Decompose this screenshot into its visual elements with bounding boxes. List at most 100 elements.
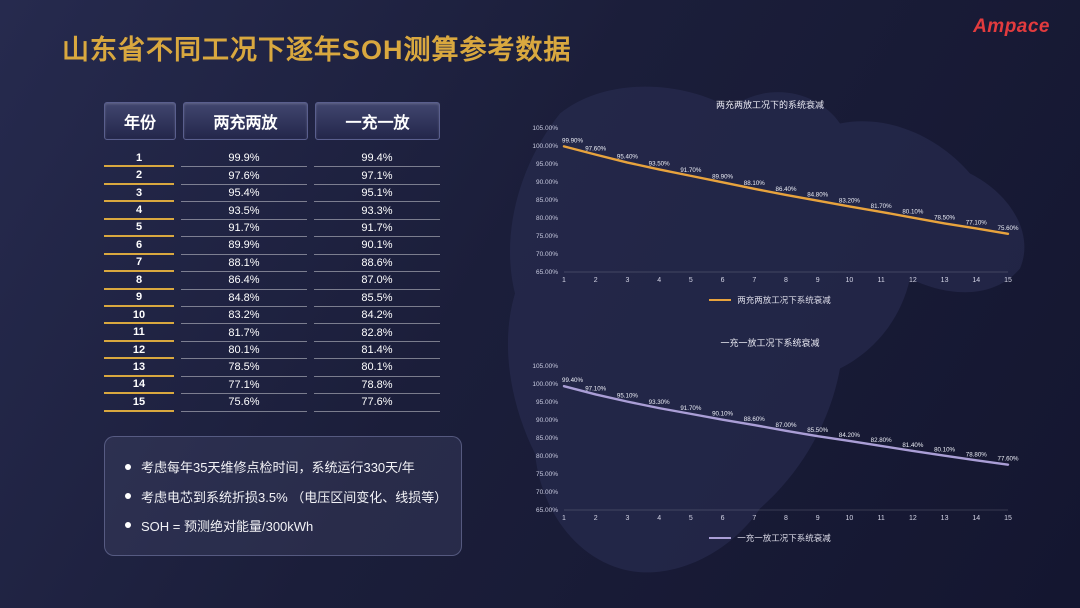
two-charge-cell: 78.5% (181, 359, 307, 377)
svg-text:90.10%: 90.10% (712, 411, 733, 418)
one-charge-cell: 93.3% (314, 202, 440, 220)
svg-text:77.10%: 77.10% (966, 219, 987, 226)
header-year: 年份 (104, 102, 176, 140)
bullet-dot-icon (125, 463, 131, 470)
table-row: 2 97.6% 97.1% (104, 167, 440, 185)
year-cell: 8 (104, 272, 174, 290)
svg-text:15: 15 (1004, 515, 1012, 522)
one-charge-cell: 82.8% (314, 324, 440, 342)
svg-text:93.50%: 93.50% (649, 160, 670, 167)
svg-text:10: 10 (846, 515, 854, 522)
table-row: 12 80.1% 81.4% (104, 342, 440, 360)
one-charge-cell: 81.4% (314, 342, 440, 360)
table-row: 11 81.7% 82.8% (104, 324, 440, 342)
svg-text:100.00%: 100.00% (532, 381, 558, 388)
year-cell: 4 (104, 202, 174, 220)
svg-text:90.00%: 90.00% (536, 417, 558, 424)
chart-title: 一充一放工况下系统衰减 (720, 338, 820, 348)
svg-text:88.60%: 88.60% (744, 416, 765, 423)
one-charge-cell: 97.1% (314, 167, 440, 185)
two-charge-cell: 83.2% (181, 307, 307, 325)
svg-text:1: 1 (562, 515, 566, 522)
legend-line-icon (709, 537, 732, 539)
svg-text:8: 8 (784, 277, 788, 284)
svg-text:95.00%: 95.00% (536, 161, 558, 168)
svg-text:84.20%: 84.20% (839, 432, 860, 439)
svg-text:95.10%: 95.10% (617, 393, 638, 400)
year-cell: 15 (104, 394, 174, 412)
note-item: SOH = 预测绝对能量/300kWh (125, 516, 441, 535)
svg-text:7: 7 (752, 515, 756, 522)
bullet-dot-icon (125, 522, 131, 529)
svg-text:105.00%: 105.00% (532, 363, 558, 370)
svg-text:15: 15 (1004, 277, 1012, 284)
svg-text:70.00%: 70.00% (536, 489, 558, 496)
one-charge-cell: 99.4% (314, 150, 440, 168)
year-cell: 12 (104, 342, 174, 360)
svg-text:2: 2 (594, 277, 598, 284)
svg-text:84.80%: 84.80% (807, 192, 828, 199)
table-row: 4 93.5% 93.3% (104, 202, 440, 220)
svg-text:97.10%: 97.10% (585, 385, 606, 392)
one-charge-cell: 95.1% (314, 185, 440, 203)
one-charge-cell: 84.2% (314, 307, 440, 325)
svg-text:5: 5 (689, 515, 693, 522)
two-charge-cell: 89.9% (181, 237, 307, 255)
chart-title: 两充两放工况下的系统衰减 (715, 100, 824, 110)
one-charge-cell: 90.1% (314, 237, 440, 255)
svg-text:82.80%: 82.80% (871, 437, 892, 444)
chart-one-charge: 一充一放工况下系统衰减 105.00% 100.00% 95.00% 90.00% 8 5… (516, 336, 1024, 544)
year-cell: 13 (104, 359, 174, 377)
svg-text:12: 12 (909, 277, 917, 284)
svg-text:65.00%: 65.00% (536, 507, 558, 514)
svg-text:13: 13 (941, 515, 949, 522)
line-chart-one-charge: 105.00%100.00%95.00%90.00%85.00%80.00%75… (532, 363, 1019, 522)
one-charge-cell: 77.6% (314, 394, 440, 412)
chart-legend: 一充一放工况下系统衰减 (516, 532, 1024, 544)
svg-text:2: 2 (594, 515, 598, 522)
table-row: 7 88.1% 88.6% (104, 255, 440, 273)
svg-text:80.00%: 80.00% (536, 453, 558, 460)
svg-text:7: 7 (752, 277, 756, 284)
svg-text:77.60%: 77.60% (998, 456, 1019, 463)
svg-text:88.10%: 88.10% (744, 180, 765, 187)
svg-text:81.70%: 81.70% (871, 203, 892, 210)
svg-text:97.60%: 97.60% (585, 146, 606, 153)
one-charge-cell: 78.8% (314, 377, 440, 395)
svg-text:9: 9 (816, 277, 820, 284)
svg-text:87.00%: 87.00% (776, 422, 797, 429)
svg-text:11: 11 (878, 515, 885, 522)
year-cell: 6 (104, 237, 174, 255)
svg-text:89.90%: 89.90% (712, 173, 733, 180)
svg-text:95.00%: 95.00% (536, 399, 558, 406)
svg-text:100.00%: 100.00% (532, 143, 558, 150)
year-cell: 9 (104, 290, 174, 307)
table-row: 1 99.9% 99.4% (104, 150, 440, 168)
two-charge-cell: 99.9% (181, 150, 307, 168)
table-row: 5 91.7% 91.7% (104, 220, 440, 238)
year-cell: 1 (104, 150, 174, 168)
legend-label: 两充两放工况下系统衰减 (737, 295, 831, 305)
svg-text:9: 9 (816, 515, 820, 522)
table-body: 1 99.9% 99.4% 2 97.6% 97.1% 3 95.4% 95.1% 4 93.5% 9… (104, 150, 440, 412)
table-row: 3 95.4% 95.1% (104, 185, 440, 203)
svg-text:78.80%: 78.80% (966, 451, 987, 458)
svg-text:75.60%: 75.60% (998, 225, 1019, 232)
svg-text:105.00%: 105.00% (532, 125, 558, 132)
year-cell: 11 (104, 324, 174, 342)
svg-text:10: 10 (846, 277, 854, 284)
svg-text:14: 14 (972, 515, 980, 522)
svg-text:75.00%: 75.00% (536, 471, 558, 478)
page-title: 山东省不同工况下逐年SOH测算参考数据 (62, 35, 572, 65)
svg-text:3: 3 (625, 515, 629, 522)
header-one-charge: 一充一放 (315, 102, 440, 140)
header-two-charge: 两充两放 (183, 102, 308, 140)
two-charge-cell: 86.4% (181, 272, 307, 290)
svg-text:5: 5 (689, 277, 693, 284)
svg-text:8: 8 (784, 515, 788, 522)
note-item: 考虑每年35天维修点检时间，系统运行330天/年 (125, 457, 441, 476)
line-chart-two-charge: 105.00%100.00%95.00%90.00%85.00%80.00%75… (532, 125, 1019, 284)
svg-text:95.40%: 95.40% (617, 154, 638, 161)
note-text: SOH = 预测绝对能量/300kWh (141, 518, 314, 534)
bullet-dot-icon (125, 493, 131, 499)
